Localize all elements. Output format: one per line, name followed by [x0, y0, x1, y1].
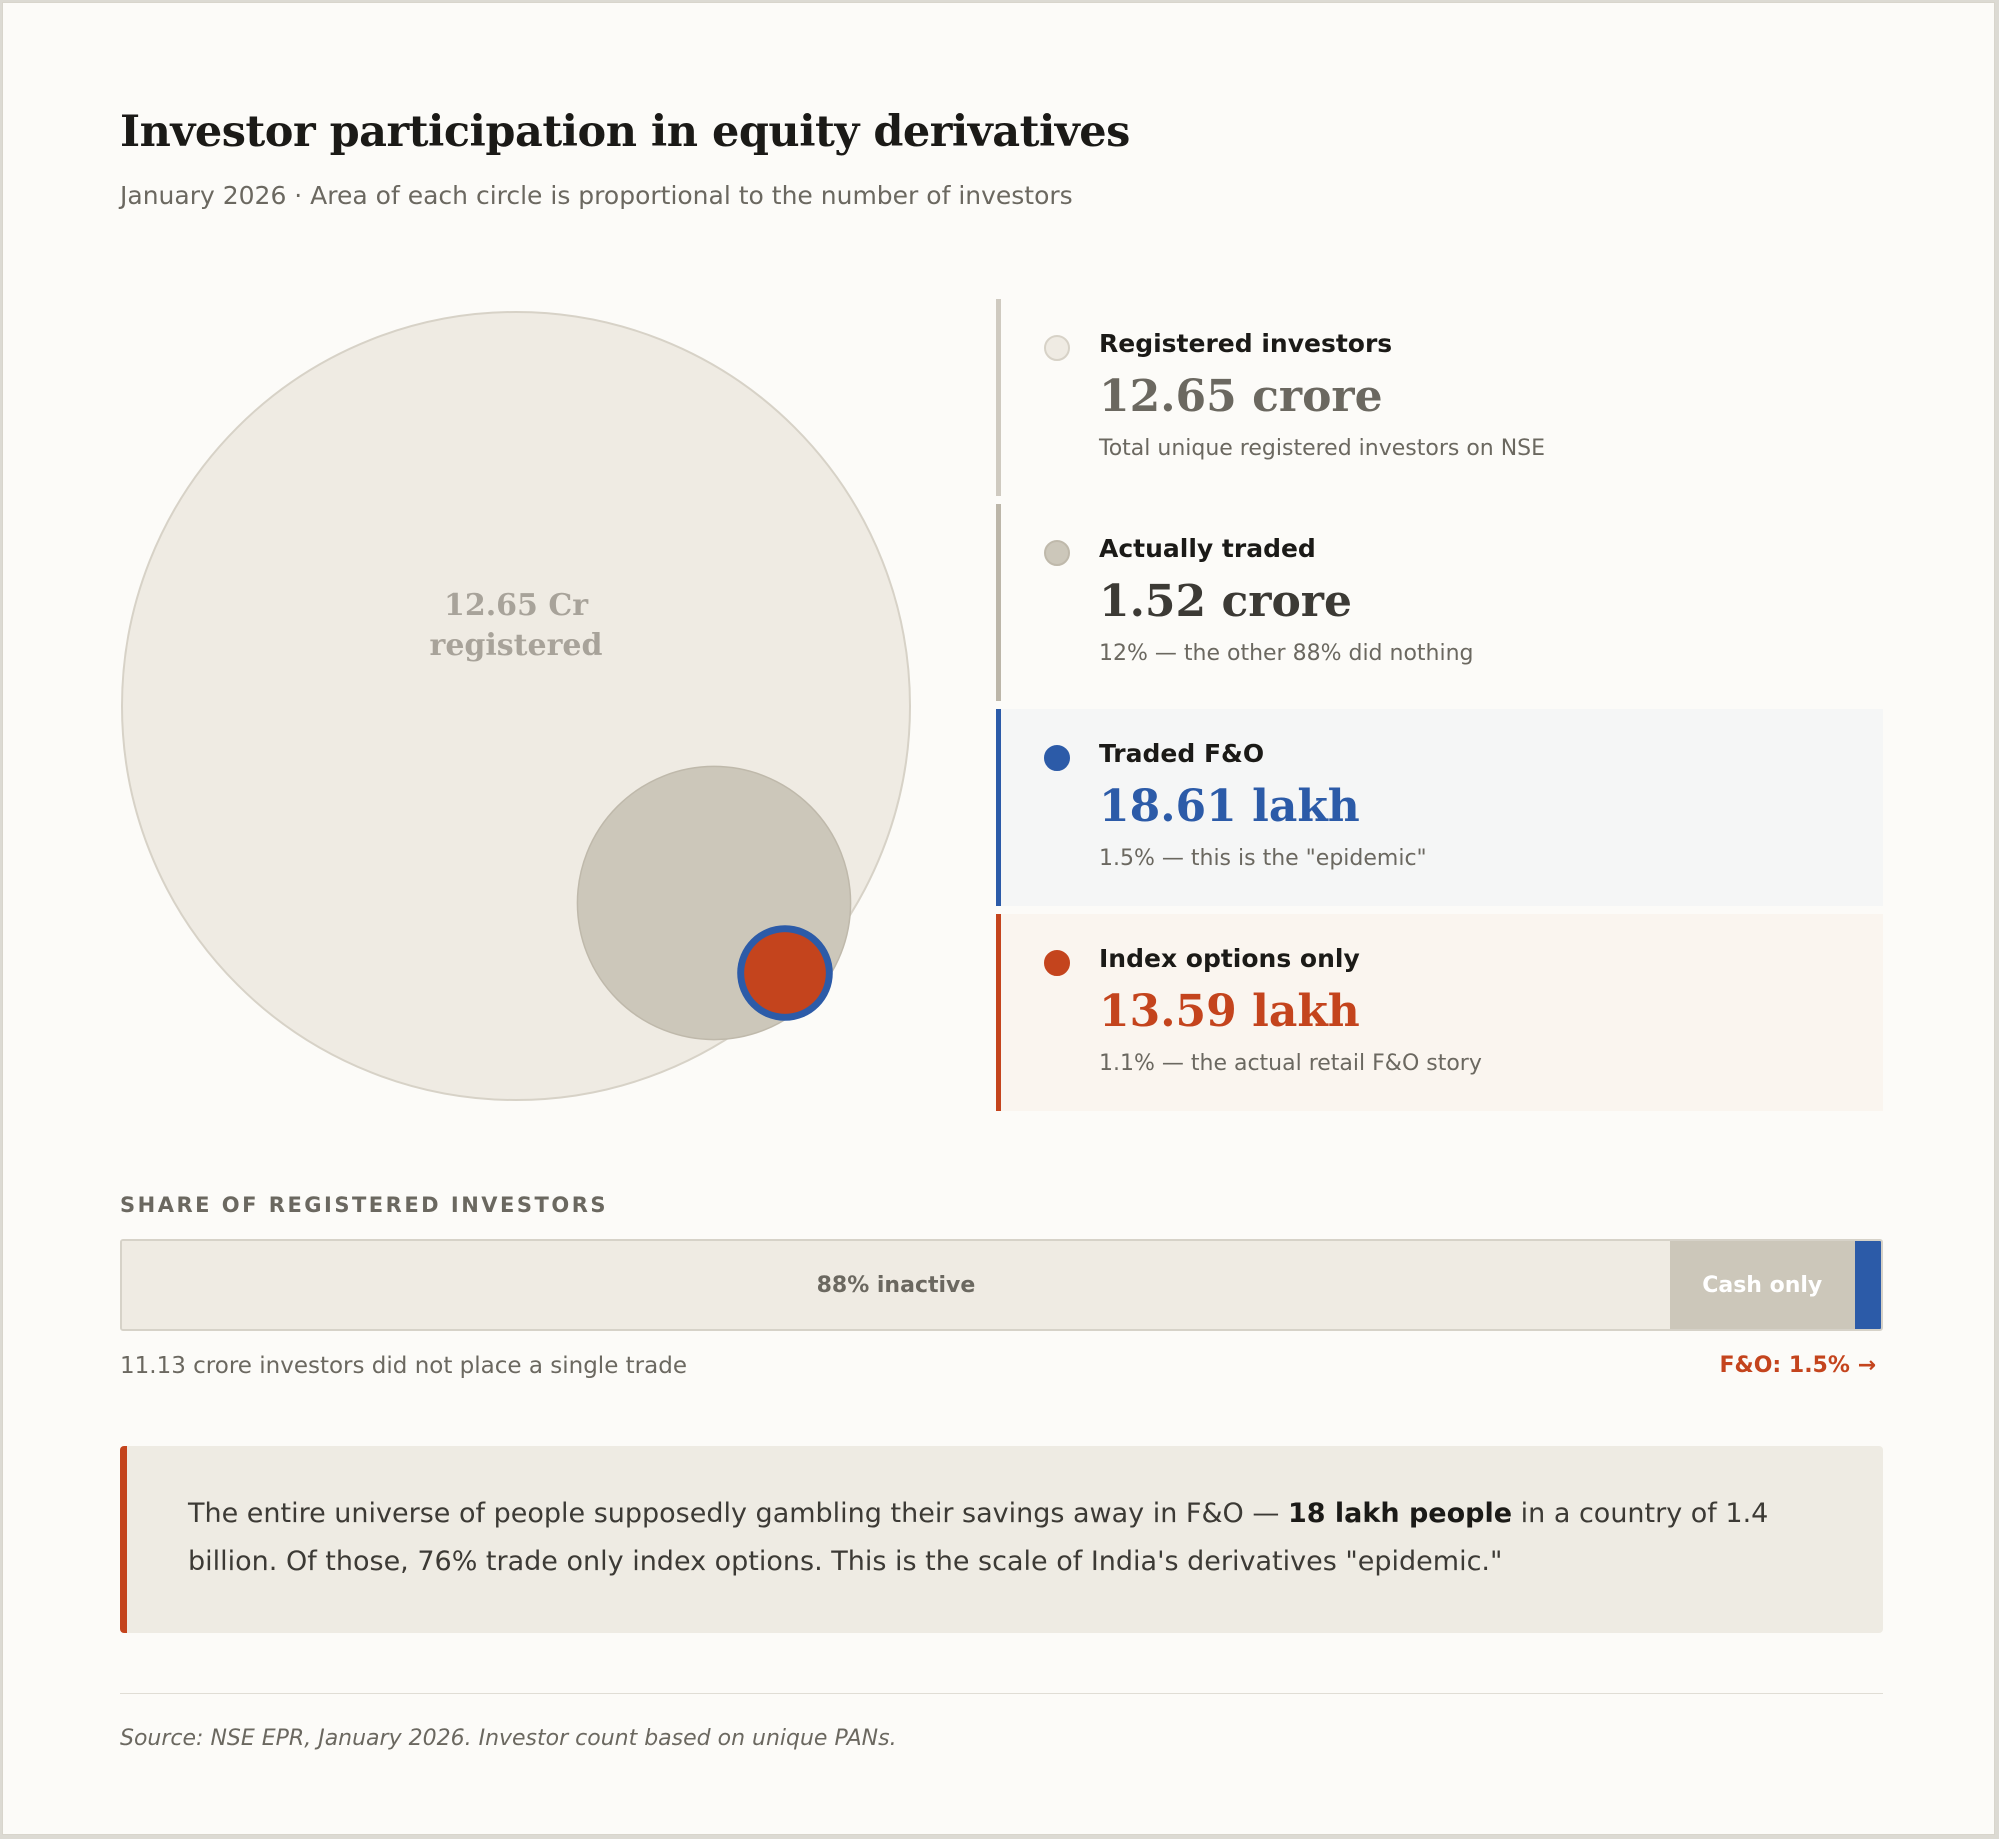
share-heading: SHARE OF REGISTERED INVESTORS	[120, 1193, 608, 1217]
source-note: Source: NSE EPR, January 2026. Investor …	[120, 1726, 897, 1751]
bar-segment-inactive: 88% inactive	[122, 1241, 1670, 1329]
legend-value: 12.65 crore	[1099, 371, 1383, 422]
bar-segment-fo	[1854, 1241, 1881, 1329]
bubble-label-unit: registered	[430, 628, 603, 663]
bar-note-inactive: 11.13 crore investors did not place a si…	[120, 1353, 687, 1379]
bar-note-fo: F&O: 1.5% →	[1719, 1353, 1876, 1378]
legend-label: Registered investors	[1099, 329, 1393, 358]
bar-segment-cash-only: Cash only	[1669, 1241, 1855, 1329]
callout-emphasis: 18 lakh people	[1287, 1498, 1513, 1529]
legend-description: 1.1% — the actual retail F&O story	[1099, 1051, 1482, 1076]
fo-dot-icon	[1044, 745, 1070, 771]
callout-text-after: in a country of 1.4 billion. Of those, 7…	[188, 1498, 1769, 1577]
legend-value: 1.52 crore	[1099, 576, 1352, 627]
index-dot-icon	[1044, 950, 1070, 976]
legend-item-traded: Actually traded 1.52 crore 12% — the oth…	[996, 504, 1883, 701]
legend-label: Index options only	[1099, 944, 1360, 973]
legend-label: Traded F&O	[1099, 739, 1265, 768]
legend-item-fo: Traded F&O 18.61 lakh 1.5% — this is the…	[996, 709, 1883, 906]
callout-box: The entire universe of people supposedly…	[120, 1446, 1883, 1633]
callout-text-before: The entire universe of people supposedly…	[188, 1498, 1288, 1529]
traded-dot-icon	[1044, 540, 1070, 566]
registered-dot-icon	[1044, 335, 1070, 361]
share-bar: 88% inactive Cash only	[120, 1239, 1883, 1331]
legend: Registered investors 12.65 crore Total u…	[996, 299, 1883, 1119]
legend-description: 1.5% — this is the "epidemic"	[1099, 846, 1427, 871]
legend-value: 18.61 lakh	[1099, 781, 1360, 832]
chart-title: Investor participation in equity derivat…	[120, 107, 1130, 157]
legend-description: 12% — the other 88% did nothing	[1099, 641, 1474, 666]
legend-label: Actually traded	[1099, 534, 1316, 563]
bubble-label-value: 12.65 Cr	[444, 588, 589, 623]
legend-item-registered: Registered investors 12.65 crore Total u…	[996, 299, 1883, 496]
legend-item-index: Index options only 13.59 lakh 1.1% — the…	[996, 914, 1883, 1111]
footer-divider	[120, 1693, 1883, 1694]
chart-subtitle: January 2026 · Area of each circle is pr…	[120, 181, 1073, 210]
bubble-index	[744, 932, 826, 1014]
legend-description: Total unique registered investors on NSE	[1099, 436, 1546, 461]
bubble-chart: 12.65 Cr registered	[121, 311, 911, 1101]
legend-value: 13.59 lakh	[1099, 986, 1360, 1037]
